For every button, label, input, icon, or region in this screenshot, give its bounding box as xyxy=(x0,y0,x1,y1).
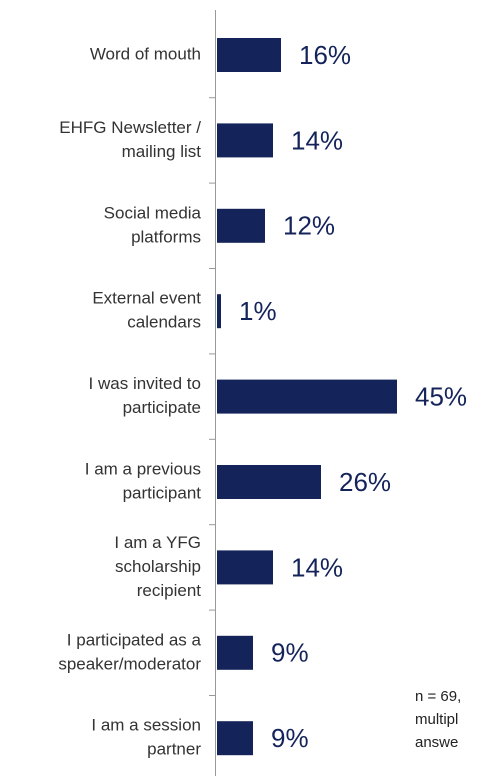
value-label: 14% xyxy=(291,125,343,155)
bar xyxy=(217,550,273,585)
category-label: participant xyxy=(123,483,202,502)
value-label: 16% xyxy=(299,40,351,70)
category-label: speaker/moderator xyxy=(58,654,201,673)
value-label: 12% xyxy=(283,211,335,241)
category-label: calendars xyxy=(127,313,201,332)
category-label: I was invited to xyxy=(89,374,201,393)
category-label: participate xyxy=(123,398,201,417)
bar xyxy=(217,294,221,329)
note: multipl xyxy=(415,711,458,728)
category-label: Word of mouth xyxy=(90,44,201,63)
category-label: recipient xyxy=(137,581,202,600)
value-label: 9% xyxy=(271,638,309,668)
bar xyxy=(217,635,253,670)
bar xyxy=(217,465,321,499)
bar xyxy=(217,208,265,243)
category-label: platforms xyxy=(131,227,201,246)
bar xyxy=(217,721,253,756)
category-label: partner xyxy=(147,740,201,759)
category-label: External event xyxy=(92,289,201,308)
bar xyxy=(217,123,273,158)
note: n = 69, xyxy=(415,688,461,705)
category-label: I am a session xyxy=(91,716,201,735)
category-label: EHFG Newsletter / xyxy=(59,118,201,137)
value-label: 14% xyxy=(291,552,343,582)
category-label: Social media xyxy=(104,203,202,222)
value-label: 1% xyxy=(239,296,277,326)
category-label: mailing list xyxy=(122,142,202,161)
category-label: I am a previous xyxy=(85,459,201,478)
category-label: I participated as a xyxy=(67,630,202,649)
bar xyxy=(217,38,281,72)
category-label: I am a YFG xyxy=(114,533,201,552)
value-label: 26% xyxy=(339,467,391,497)
note: answe xyxy=(415,734,458,751)
value-label: 45% xyxy=(415,381,467,411)
value-label: 9% xyxy=(271,723,309,753)
category-label: scholarship xyxy=(115,557,201,576)
bar xyxy=(217,379,397,414)
